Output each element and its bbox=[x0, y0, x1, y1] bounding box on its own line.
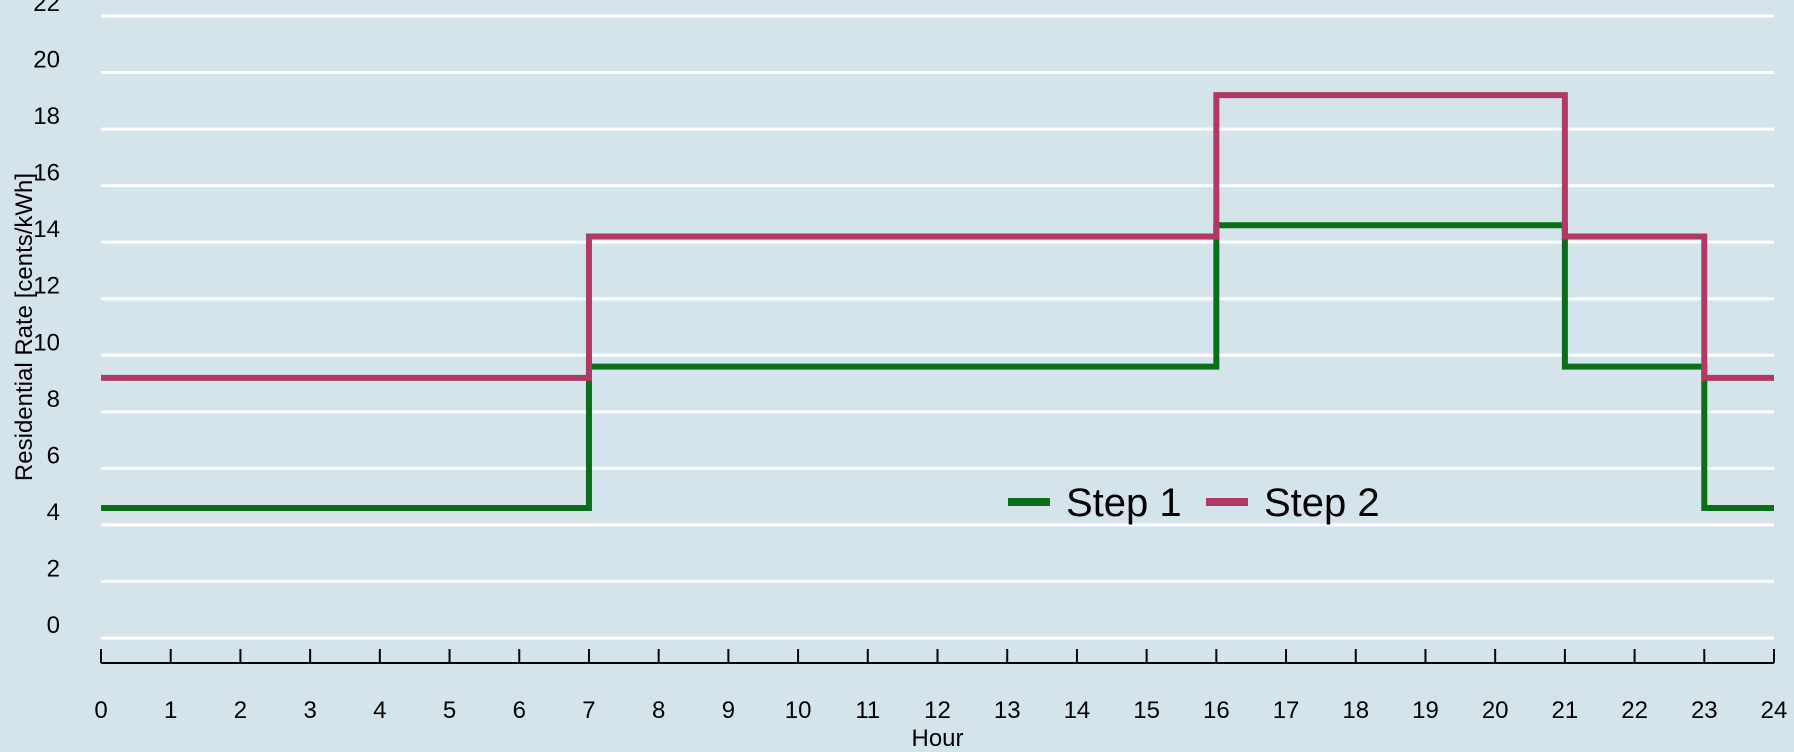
x-tick-label: 23 bbox=[1691, 697, 1718, 724]
y-tick-label: 20 bbox=[33, 47, 60, 74]
x-tick-label: 7 bbox=[582, 697, 595, 724]
x-axis: 0 1 2 3 4 5 6 7 8 9 10 11 12 13 14 15 16 17 18 19 20 21 22 23 24 bbox=[94, 649, 1787, 724]
x-tick-label: 8 bbox=[652, 697, 665, 724]
y-tick-label: 22 bbox=[33, 0, 60, 17]
x-tick-label: 4 bbox=[373, 697, 386, 724]
x-tick-label: 10 bbox=[785, 697, 812, 724]
y-tick-label: 2 bbox=[47, 555, 60, 582]
y-tick-label: 6 bbox=[47, 442, 60, 469]
x-tick-label: 0 bbox=[94, 697, 107, 724]
x-tick-label: 20 bbox=[1482, 697, 1509, 724]
x-tick-label: 2 bbox=[234, 697, 247, 724]
x-tick-label: 24 bbox=[1761, 697, 1788, 724]
y-tick-label: 12 bbox=[33, 273, 60, 300]
y-axis-title: Residential Rate [cents/kWh] bbox=[11, 173, 38, 481]
x-tick-label: 13 bbox=[994, 697, 1021, 724]
x-tick-label: 9 bbox=[722, 697, 735, 724]
legend-label-step-2: Step 2 bbox=[1264, 481, 1380, 525]
legend: Step 1 Step 2 bbox=[1008, 481, 1380, 525]
legend-label-step-1: Step 1 bbox=[1066, 481, 1182, 525]
gridlines bbox=[101, 14, 1774, 640]
y-tick-label: 18 bbox=[33, 103, 60, 130]
x-tick-label: 1 bbox=[164, 697, 177, 724]
x-tick-label: 11 bbox=[855, 697, 880, 724]
series-lines bbox=[101, 92, 1774, 511]
y-tick-label: 8 bbox=[47, 386, 60, 413]
x-tick-label: 16 bbox=[1203, 697, 1230, 724]
y-tick-label: 14 bbox=[33, 216, 60, 243]
x-tick-label: 15 bbox=[1133, 697, 1160, 724]
series-line-step-1 bbox=[101, 222, 1774, 511]
y-tick-label: 0 bbox=[47, 612, 60, 639]
x-tick-label: 19 bbox=[1412, 697, 1439, 724]
x-axis-title: Hour bbox=[911, 725, 963, 752]
series-line-step-2 bbox=[101, 92, 1774, 381]
y-tick-label: 16 bbox=[33, 160, 60, 187]
x-tick-label: 22 bbox=[1621, 697, 1648, 724]
x-tick-label: 6 bbox=[513, 697, 526, 724]
x-tick-label: 14 bbox=[1064, 697, 1091, 724]
x-tick-label: 5 bbox=[443, 697, 456, 724]
x-tick-label: 3 bbox=[303, 697, 316, 724]
x-tick-label: 21 bbox=[1552, 697, 1579, 724]
y-tick-label: 10 bbox=[33, 329, 60, 356]
y-tick-labels: 0 2 4 6 8 10 12 14 16 18 20 22 bbox=[33, 0, 60, 639]
x-tick-label: 18 bbox=[1342, 697, 1369, 724]
y-tick-label: 4 bbox=[47, 499, 60, 526]
x-tick-label: 12 bbox=[924, 697, 951, 724]
x-tick-label: 17 bbox=[1273, 697, 1300, 724]
